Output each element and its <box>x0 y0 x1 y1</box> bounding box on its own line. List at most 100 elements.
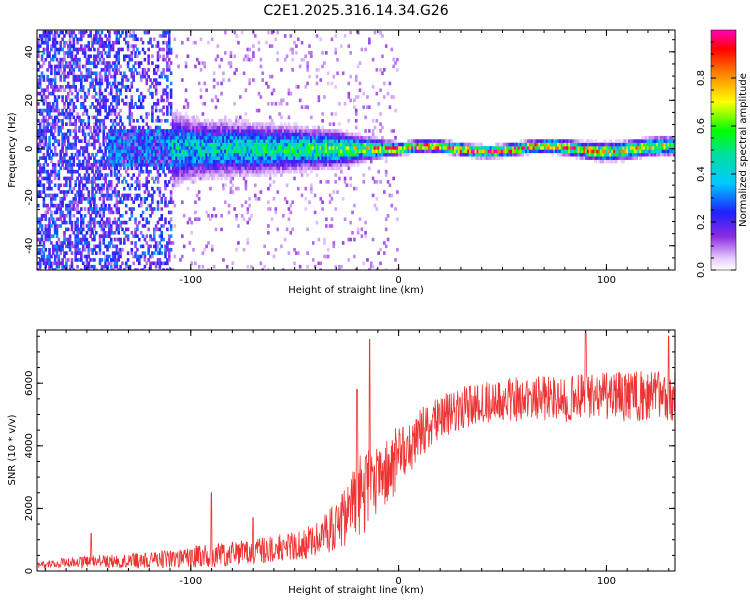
heatmap-cell <box>272 146 276 150</box>
heatmap-cell <box>59 261 63 266</box>
heatmap-cell <box>184 169 188 174</box>
heatmap-cell <box>169 241 173 245</box>
heatmap-cell <box>244 142 248 147</box>
heatmap-cell <box>195 115 199 120</box>
heatmap-cell <box>278 129 281 133</box>
heatmap-cell <box>80 180 83 184</box>
heatmap-cell <box>207 118 210 123</box>
heatmap-cell <box>325 129 328 133</box>
heatmap-cell <box>218 156 222 160</box>
heatmap-cell <box>237 132 240 137</box>
heatmap-cell <box>136 156 139 160</box>
heatmap-cell <box>59 159 63 164</box>
heatmap-cell <box>147 68 150 72</box>
heatmap-cell <box>61 57 64 62</box>
heatmap-cell <box>108 64 111 69</box>
heatmap-cell <box>50 173 53 177</box>
heatmap-cell <box>158 173 162 177</box>
heatmap-cell <box>44 118 48 123</box>
heatmap-cell <box>102 224 106 228</box>
heatmap-cell <box>222 163 225 167</box>
heatmap-cell <box>216 132 220 137</box>
heatmap-cell <box>104 224 107 228</box>
heatmap-cell <box>46 44 49 48</box>
heatmap-cell <box>283 152 287 157</box>
heatmap-cell <box>143 163 147 167</box>
heatmap-cell <box>81 217 85 221</box>
heatmap-cell <box>115 54 119 59</box>
heatmap-cell <box>53 176 57 181</box>
heatmap-cell <box>225 129 229 133</box>
heatmap-cell <box>341 149 345 154</box>
heatmap-cell <box>94 64 98 69</box>
heatmap-cell <box>268 135 272 140</box>
heatmap-cell <box>354 142 358 147</box>
heatmap-cell <box>164 149 167 154</box>
heatmap-cell <box>119 251 122 255</box>
heatmap-cell <box>128 152 132 157</box>
heatmap-cell <box>276 166 280 171</box>
heatmap-cell <box>80 129 83 133</box>
heatmap-cell <box>40 258 44 262</box>
heatmap-cell <box>379 152 382 157</box>
heatmap-cell <box>295 149 298 154</box>
heatmap-cell <box>102 125 106 130</box>
heatmap-cell <box>104 149 107 154</box>
heatmap-cell <box>48 230 51 235</box>
heatmap-cell <box>334 166 337 171</box>
heatmap-cell <box>147 125 150 130</box>
heatmap-cell <box>104 64 107 69</box>
heatmap-cell <box>440 146 444 150</box>
heatmap-cell <box>121 122 124 126</box>
heatmap-cell <box>207 176 210 181</box>
heatmap-cell <box>310 54 313 59</box>
heatmap-cell <box>306 142 309 147</box>
heatmap-cell <box>108 139 111 143</box>
heatmap-cell <box>98 71 102 76</box>
heatmap-cell <box>121 247 124 252</box>
heatmap-cell <box>244 156 248 160</box>
heatmap-cell <box>96 37 100 42</box>
heatmap-cell <box>91 193 94 198</box>
heatmap-cell <box>66 81 70 86</box>
heatmap-cell <box>339 156 343 160</box>
heatmap-cell <box>96 125 100 130</box>
heatmap-cell <box>156 146 160 150</box>
heatmap-cell <box>250 159 253 164</box>
heatmap-cell <box>109 156 113 160</box>
heatmap-cell <box>261 129 265 133</box>
heatmap-cell <box>263 169 266 174</box>
heatmap-cell <box>102 95 106 99</box>
heatmap-cell <box>188 156 192 160</box>
heatmap-cell <box>87 173 91 177</box>
heatmap-cell <box>248 47 251 52</box>
heatmap-cell <box>55 105 59 109</box>
heatmap-cell <box>51 261 55 266</box>
heatmap-cell <box>272 159 276 164</box>
heatmap-cell <box>250 214 253 218</box>
heatmap-cell <box>222 129 225 133</box>
heatmap-cell <box>162 261 165 266</box>
heatmap-cell <box>267 207 270 211</box>
heatmap-cell <box>51 268 55 270</box>
heatmap-cell <box>272 169 276 174</box>
heatmap-cell <box>383 142 386 147</box>
heatmap-cell <box>59 224 63 228</box>
heatmap-cell <box>76 57 79 62</box>
heatmap-cell <box>85 261 89 266</box>
heatmap-cell <box>149 214 152 218</box>
heatmap-cell <box>68 64 72 69</box>
heatmap-cell <box>115 88 119 93</box>
heatmap-cell <box>158 152 162 157</box>
heatmap-cell <box>42 176 46 181</box>
heatmap-cell <box>166 78 169 82</box>
heatmap-cell <box>113 159 117 164</box>
heatmap-cell <box>235 115 238 120</box>
heatmap-cell <box>160 129 164 133</box>
heatmap-cell <box>100 268 104 270</box>
heatmap-cell <box>117 122 121 126</box>
heatmap-cell <box>450 139 453 143</box>
heatmap-cell <box>418 139 422 143</box>
heatmap-cell <box>98 81 102 86</box>
heatmap-cell <box>383 81 386 86</box>
